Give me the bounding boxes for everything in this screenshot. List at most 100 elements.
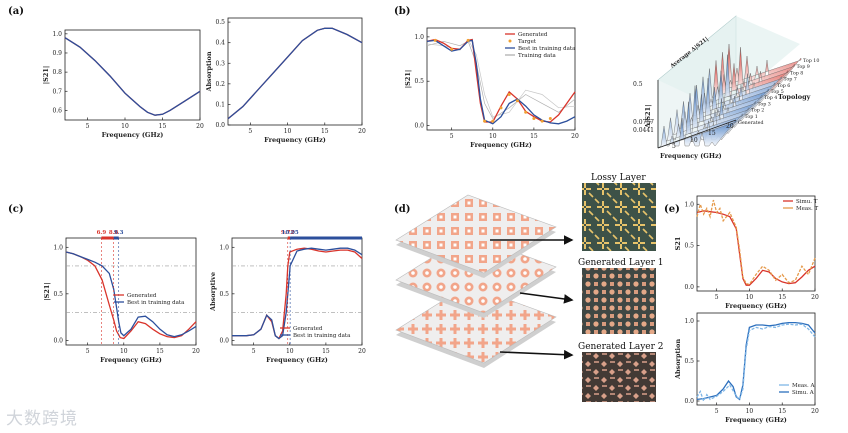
a2-xtick-label-20: 20 <box>358 128 366 135</box>
e2-xtick-label-10: 10 <box>746 408 754 415</box>
e1-xtick-label-5: 5 <box>715 294 719 301</box>
a1-xtick-label-15: 15 <box>159 123 167 130</box>
e1-xlabel: Frequency (GHz) <box>725 302 787 310</box>
a2-xtick-label-15: 15 <box>321 128 329 135</box>
a2-xtick-label-10: 10 <box>284 128 292 135</box>
c2-marker-label-10.05: 10.05 <box>282 230 299 236</box>
a1-xlabel: Frequency (GHz) <box>102 131 164 139</box>
a2-ytick-label-4: 0.4 <box>215 40 225 47</box>
c1-xtick-label-10: 10 <box>120 348 128 355</box>
b1-target-point-8 <box>524 110 528 114</box>
c1-legend-label-0: Generated <box>127 293 157 299</box>
c1-ytick-label-0: 0.0 <box>53 337 63 344</box>
b1-target-point-1 <box>450 47 454 51</box>
e2-ytick-label-2: 1.0 <box>684 318 694 325</box>
a1-ytick-label-3: 0.9 <box>52 50 62 57</box>
c2-xtick-label-15: 15 <box>322 348 330 355</box>
e2-xtick-label-20: 20 <box>811 408 819 415</box>
a1-ylabel: |S21| <box>42 66 50 84</box>
a1-ytick-label-1: 0.7 <box>52 88 62 95</box>
b2-ytick-0.0441: 0.0441 <box>633 127 654 134</box>
panel-label-c: (c) <box>8 204 24 215</box>
chart-e1: 5 10 15 20 0.0 0.5 1.0 Frequency (GHz) S21 Simu. … <box>674 195 819 310</box>
arrow-gen2 <box>499 349 574 360</box>
chart-c1: 5 10 15 20 0.0 0.5 1.0 Frequency (GHz) |S21| 6.9 8… <box>43 230 200 364</box>
b2-ylabel: Δ|S21| <box>644 104 652 128</box>
c1-legend-label-1: Best in training data <box>127 300 185 306</box>
chart-b2-waterfall: Frequency (GHz) Δ|S21| 0.5 0.0757 0.0441… <box>633 15 819 160</box>
chart-b1: 5 10 15 20 0.0 0.5 1.0 Frequency (GHz) |S21| Gene… <box>404 27 579 149</box>
c2-ytick-label-1: 0.5 <box>219 291 229 298</box>
e1-xtick-label-20: 20 <box>811 294 819 301</box>
e2-xlabel: Frequency (GHz) <box>725 416 787 424</box>
b1-ytick-label-1: 0.5 <box>414 78 424 85</box>
b1-xtick-label-15: 15 <box>530 133 538 140</box>
chart-a1: 5 10 15 20 0.6 0.7 0.8 0.9 1.0 Frequency (GHz) |S2… <box>42 29 204 139</box>
a1-xtick-label-20: 20 <box>196 123 204 130</box>
a2-plot-frame <box>227 17 363 126</box>
b1-ytick-label-2: 1.0 <box>414 34 424 41</box>
c2-ylabel: Absorptive <box>209 272 217 312</box>
b1-series-training-data <box>426 40 576 120</box>
b2-xtick-5: 5 <box>672 143 676 150</box>
c1-ytick-label-1: 0.5 <box>53 291 63 298</box>
a2-ytick-label-5: 0.5 <box>215 19 225 26</box>
b2-xtick-15: 15 <box>708 130 716 137</box>
e1-legend-label-0: Simu. T <box>796 199 818 205</box>
e2-legend-label-0: Meas. A <box>792 383 815 389</box>
e1-xtick-label-15: 15 <box>778 294 786 301</box>
b1-xlabel: Frequency (GHz) <box>470 141 532 149</box>
b1-target-point-11 <box>548 116 552 120</box>
a1-series-blue <box>64 37 201 116</box>
b2-x-axis <box>657 119 737 149</box>
b2-xlabel: Frequency (GHz) <box>660 152 722 160</box>
panel-label-d: (d) <box>394 204 410 215</box>
c1-xtick-label-5: 5 <box>86 348 90 355</box>
b1-xtick-label-5: 5 <box>450 133 454 140</box>
chart-a2: 5 10 15 20 0.0 0.1 0.2 0.3 0.4 0.5 Frequency (GHz)… <box>205 17 366 144</box>
a1-xtick-label-5: 5 <box>86 123 90 130</box>
e2-ytick-label-0: 0.0 <box>684 398 694 405</box>
e1-ytick-label-1: 0.5 <box>684 243 694 250</box>
c2-series-best-in-training-data <box>232 247 363 340</box>
b1-target-point-9 <box>532 116 536 120</box>
waterfall-ridges <box>657 43 802 149</box>
gen-layer-2-image <box>582 352 656 402</box>
c1-series-generated <box>65 251 197 340</box>
b1-target-point-4 <box>491 119 495 123</box>
c1-ylabel: |S21| <box>43 282 51 300</box>
panel-label-e: (e) <box>664 204 680 215</box>
b2-zlabel: Topology <box>778 93 811 101</box>
topology-label-0: Generated <box>738 120 764 126</box>
b1-ytick-label-0: 0.0 <box>414 123 424 130</box>
b1-xtick-label-20: 20 <box>571 133 579 140</box>
a1-plot-frame <box>64 29 201 121</box>
b1-legend-swatch-1 <box>508 39 512 43</box>
b2-xtick-10: 10 <box>690 137 698 144</box>
e1-ylabel: S21 <box>674 237 682 251</box>
panel-d-layers: Lossy Layer Generated Layer 1 Generated … <box>395 173 664 402</box>
arrow-gen1 <box>519 292 574 304</box>
topology-label-10: Top 10 <box>803 58 819 64</box>
lossy-layer-label: Lossy Layer <box>591 173 646 183</box>
topology-label-8: Top 8 <box>790 70 803 76</box>
c2-series-generated <box>232 247 363 340</box>
b1-series-best-in-training-data <box>426 39 576 125</box>
gen-layer-1-image <box>582 268 656 334</box>
e1-series-meas-t <box>696 199 816 286</box>
b1-legend-label-1: Target <box>518 39 537 45</box>
b1-target-point-7 <box>515 99 519 103</box>
e2-legend-label-1: Simu. A <box>792 390 815 396</box>
c2-ytick-label-2: 1.0 <box>219 244 229 251</box>
gen-layer-1-label: Generated Layer 1 <box>578 258 664 268</box>
topology-label-5: Top 5 <box>771 89 784 95</box>
c2-legend-label-1: Best in training data <box>293 333 351 339</box>
c1-xlabel: Frequency (GHz) <box>100 356 162 364</box>
b1-target-point-5 <box>499 106 503 110</box>
a2-series-red <box>227 27 363 120</box>
b1-legend-label-3: Training data <box>518 53 556 59</box>
c1-xtick-label-20: 20 <box>192 348 200 355</box>
b1-target-point-2 <box>466 38 470 42</box>
e2-ytick-label-1: 0.5 <box>684 358 694 365</box>
